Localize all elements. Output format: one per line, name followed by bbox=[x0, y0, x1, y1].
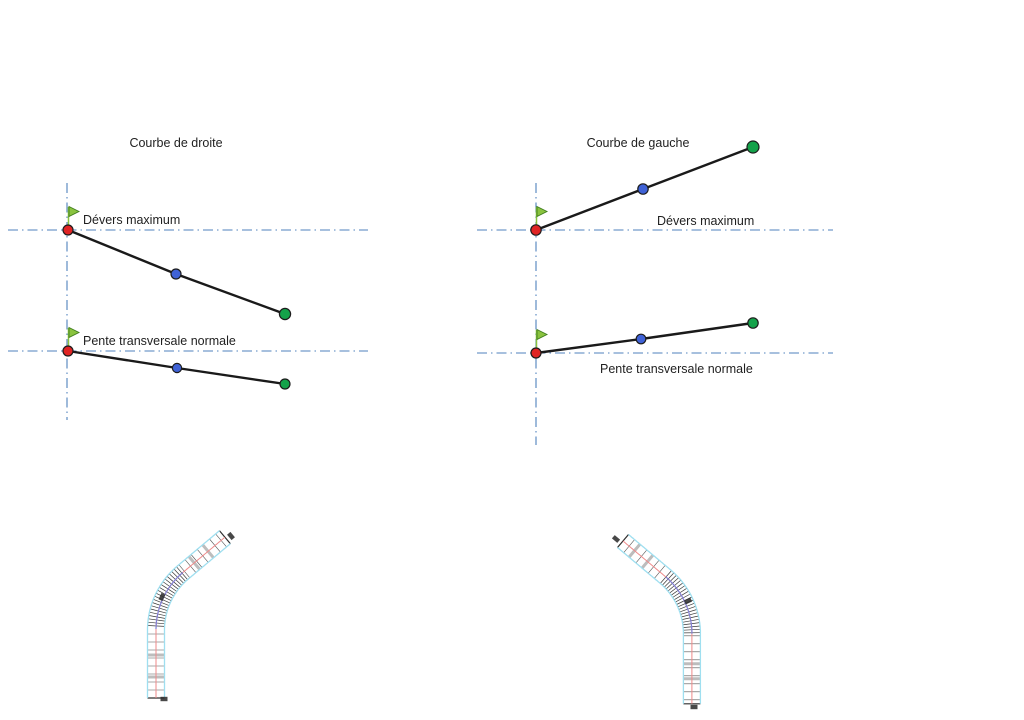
station-marker bbox=[160, 696, 168, 702]
grip-origin-red[interactable] bbox=[530, 347, 542, 359]
flag-marker-icon[interactable] bbox=[536, 328, 549, 341]
diagram-courbe-droite: Courbe de droite Dévers maximum Pente tr… bbox=[8, 136, 368, 420]
flag-marker-icon[interactable] bbox=[68, 326, 81, 339]
road-edge-line bbox=[628, 534, 702, 704]
grip-end-green[interactable] bbox=[279, 378, 291, 390]
flag-marker-icon[interactable] bbox=[68, 205, 81, 218]
road-end-line bbox=[219, 530, 231, 545]
flag-marker-icon[interactable] bbox=[536, 205, 549, 218]
grip-origin-red[interactable] bbox=[530, 224, 542, 236]
grip-end-green[interactable] bbox=[747, 317, 759, 329]
grip-intermediate-blue[interactable] bbox=[171, 362, 183, 374]
road-centerline bbox=[622, 540, 693, 704]
courbe-droite-title: Courbe de droite bbox=[129, 136, 222, 150]
grip-origin-red[interactable] bbox=[62, 345, 74, 357]
courbe-droite-graphics bbox=[8, 183, 368, 420]
station-marker bbox=[158, 592, 166, 602]
road-edge-line bbox=[146, 530, 220, 698]
grip-end-green[interactable] bbox=[746, 140, 760, 154]
station-marker bbox=[227, 531, 235, 541]
road-plan-courbe-droite bbox=[146, 530, 235, 702]
devers-maximum-label-right: Dévers maximum bbox=[657, 214, 754, 228]
grip-end-green[interactable] bbox=[278, 307, 292, 321]
grip-intermediate-blue[interactable] bbox=[635, 333, 647, 345]
station-marker bbox=[690, 704, 698, 710]
road-edge-line bbox=[617, 547, 685, 704]
road-plan-courbe-gauche bbox=[611, 534, 702, 710]
grip-intermediate-blue[interactable] bbox=[637, 183, 649, 195]
diagram-courbe-gauche: Courbe de gauche Dévers maximum Pente tr… bbox=[477, 136, 833, 445]
courbe-gauche-title: Courbe de gauche bbox=[587, 136, 690, 150]
road-edge-line bbox=[163, 543, 231, 698]
devers-maximum-label-left: Dévers maximum bbox=[83, 213, 180, 227]
grip-intermediate-blue[interactable] bbox=[170, 268, 182, 280]
pente-transversale-label-right: Pente transversale normale bbox=[600, 362, 753, 376]
station-marker bbox=[611, 535, 621, 543]
courbe-gauche-graphics bbox=[477, 140, 833, 445]
grip-origin-red[interactable] bbox=[62, 224, 74, 236]
pente-transversale-label-left: Pente transversale normale bbox=[83, 334, 236, 348]
station-marker bbox=[683, 597, 693, 605]
